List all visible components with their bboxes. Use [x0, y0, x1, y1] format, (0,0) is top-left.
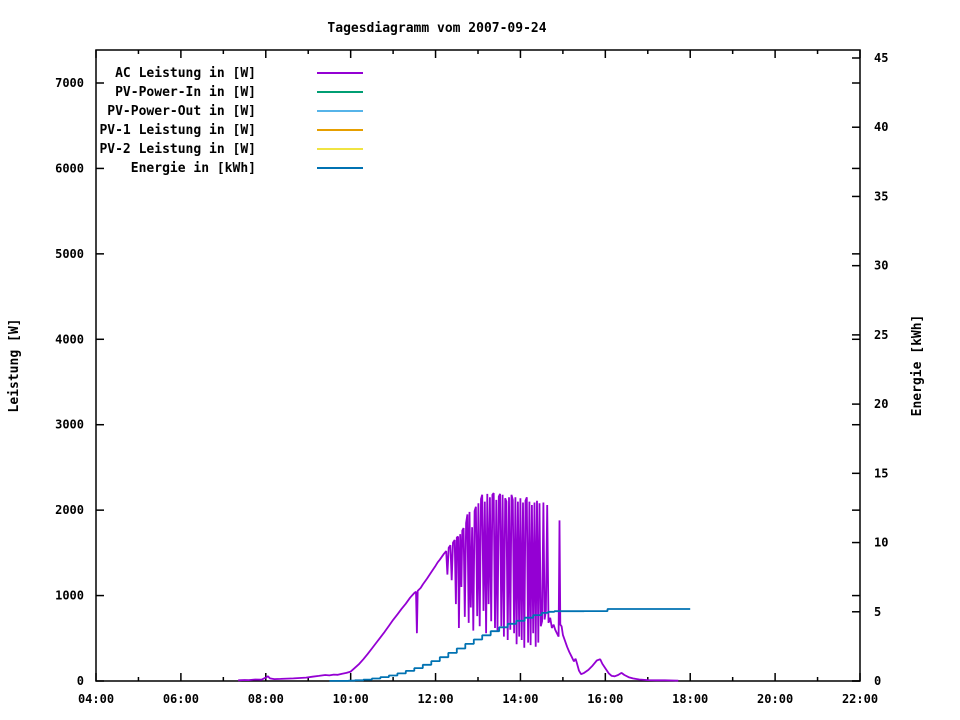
y-left-tick-label: 6000	[55, 161, 84, 175]
series-ac-leistung-in-w-	[238, 492, 679, 682]
y-left-ticks	[96, 82, 860, 682]
x-tick-label: 08:00	[248, 692, 284, 706]
x-tick-label: 18:00	[672, 692, 708, 706]
y-right-tick-label: 25	[874, 328, 888, 342]
y-right-axis-title: Energie [kWh]	[910, 315, 925, 417]
y-left-tick-label: 2000	[55, 503, 84, 517]
y-right-tick-label: 35	[874, 189, 888, 203]
y-right-tick-label: 5	[874, 605, 881, 619]
y-right-tick-label: 15	[874, 466, 888, 480]
y-left-tick-label: 3000	[55, 418, 84, 432]
y-left-axis-title: Leistung [W]	[7, 319, 22, 413]
legend-label: AC Leistung in [W]	[115, 66, 256, 81]
legend-label: Energie in [kWh]	[131, 161, 256, 176]
y-right-ticks	[852, 57, 860, 682]
x-tick-label: 20:00	[757, 692, 793, 706]
legend	[317, 72, 363, 169]
x-ticks	[95, 50, 861, 681]
legend-label: PV-2 Leistung in [W]	[99, 142, 256, 157]
x-tick-label: 06:00	[163, 692, 199, 706]
y-right-tick-label: 20	[874, 397, 888, 411]
y-left-tick-label: 4000	[55, 332, 84, 346]
legend-label: PV-Power-Out in [W]	[107, 104, 256, 119]
y-left-tick-label: 0	[77, 674, 84, 688]
y-right-tick-label: 10	[874, 536, 888, 550]
y-right-tick-label: 30	[874, 259, 888, 273]
y-right-tick-label: 40	[874, 120, 888, 134]
x-tick-label: 12:00	[417, 692, 453, 706]
legend-label: PV-1 Leistung in [W]	[99, 123, 256, 138]
y-left-tick-label: 5000	[55, 247, 84, 261]
x-tick-label: 22:00	[842, 692, 878, 706]
y-left-tick-label: 1000	[55, 589, 84, 603]
legend-label: PV-Power-In in [W]	[115, 85, 256, 100]
y-right-tick-label: 45	[874, 51, 888, 65]
x-tick-label: 04:00	[78, 692, 114, 706]
y-right-tick-label: 0	[874, 674, 881, 688]
chart-title: Tagesdiagramm vom 2007-09-24	[327, 21, 547, 36]
x-tick-label: 10:00	[333, 692, 369, 706]
series-energie-in-kwh-	[329, 608, 691, 682]
x-tick-label: 16:00	[587, 692, 623, 706]
x-tick-label: 14:00	[502, 692, 538, 706]
y-left-tick-label: 7000	[55, 76, 84, 90]
